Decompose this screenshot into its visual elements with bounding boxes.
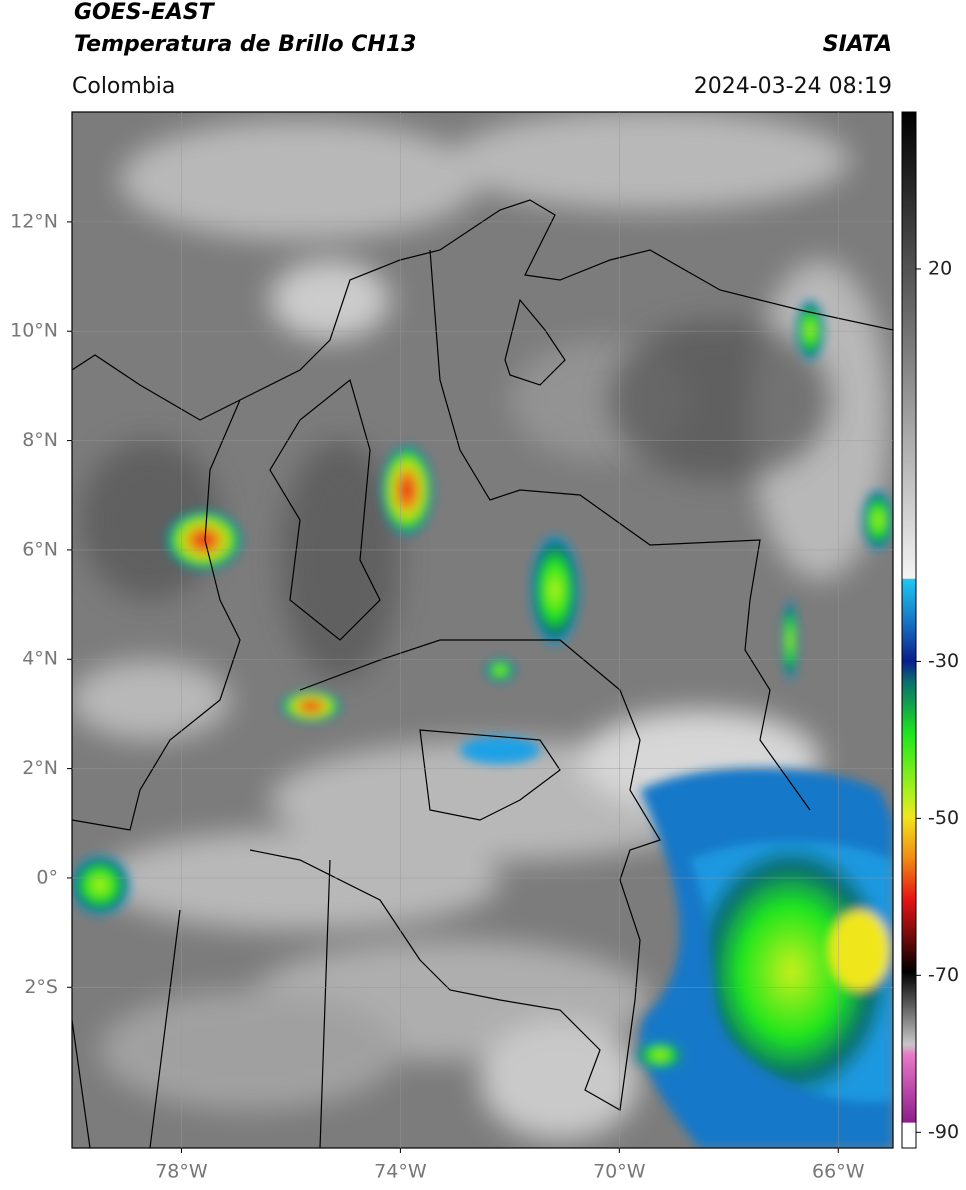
satellite-image — [72, 112, 893, 1148]
map-frame — [71, 111, 894, 1149]
y-tick-label: 2°S — [24, 976, 58, 998]
colorbar — [901, 111, 917, 1149]
product-title: Temperatura de Brillo CH13 — [74, 32, 416, 57]
x-tick-label: 74°W — [374, 1161, 427, 1183]
y-tick-label: 8°N — [22, 429, 58, 451]
y-tick-label: 10°N — [10, 320, 58, 342]
x-tick-label: 66°W — [812, 1161, 865, 1183]
colorbar-tick-label: -50 — [928, 807, 959, 829]
datetime: 2024-03-24 08:19 — [694, 74, 892, 99]
satellite-title: GOES-EAST — [74, 0, 216, 25]
colorbar-tick-label: -30 — [928, 650, 959, 672]
colorbar-tick-label: -70 — [928, 964, 959, 986]
agency: SIATA — [823, 32, 892, 57]
y-tick-label: 4°N — [22, 648, 58, 670]
y-tick-label: 2°N — [22, 757, 58, 779]
y-tick-label: 6°N — [22, 538, 58, 560]
x-tick-label: 70°W — [593, 1161, 646, 1183]
y-tick-label: 12°N — [10, 210, 58, 232]
x-tick-label: 78°W — [155, 1161, 208, 1183]
region: Colombia — [72, 74, 175, 99]
y-tick-label: 0° — [36, 866, 58, 888]
colorbar-tick-label: -90 — [928, 1121, 959, 1143]
colorbar-tick-label: 20 — [928, 257, 952, 279]
